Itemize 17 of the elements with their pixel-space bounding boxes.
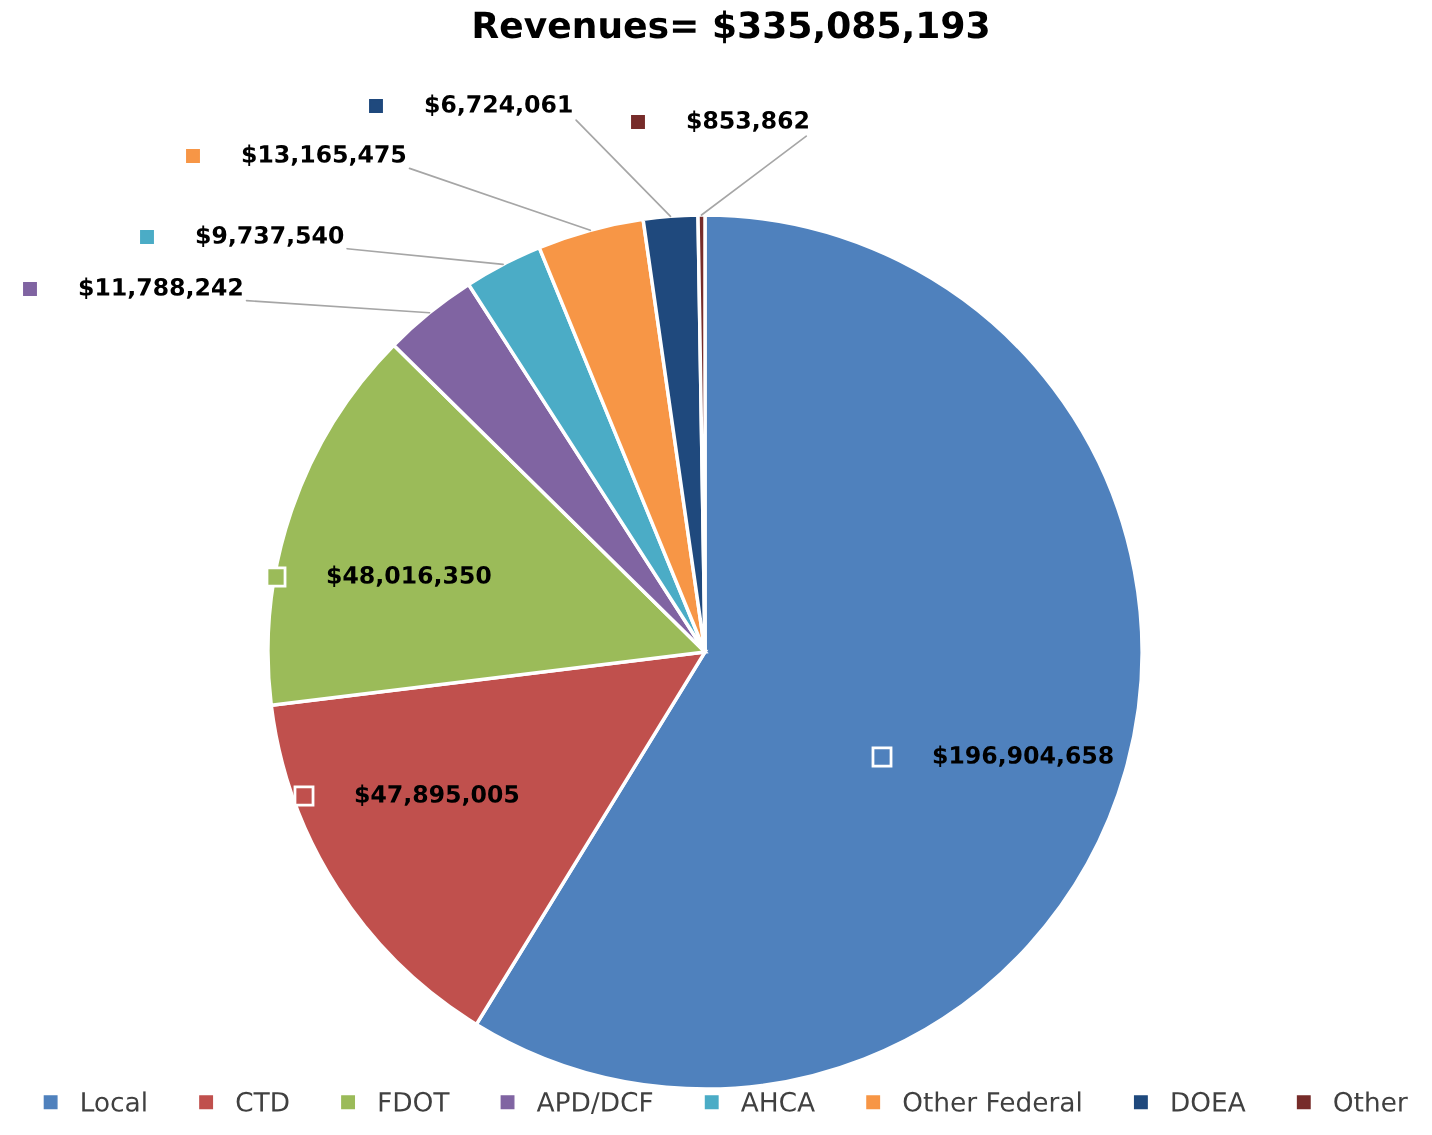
legend-label: Other Federal xyxy=(903,1091,1081,1112)
data-label: $196,904,658 xyxy=(933,745,1113,767)
legend-label: Local xyxy=(82,1091,146,1112)
data-label: $13,165,475 xyxy=(242,144,406,166)
legend-label: Other xyxy=(1334,1091,1408,1112)
legend-label: FDOT xyxy=(379,1091,450,1112)
data-label: $47,895,005 xyxy=(355,784,519,806)
legend-label: CTD xyxy=(236,1091,289,1112)
data-label: $48,016,350 xyxy=(327,565,491,587)
data-label: $6,724,061 xyxy=(425,94,572,116)
legend-label: AHCA xyxy=(740,1091,815,1112)
data-label: $11,788,242 xyxy=(79,277,242,299)
data-label: $853,862 xyxy=(687,110,808,132)
legend-label: APD/DCF xyxy=(536,1091,653,1114)
chart-title: Revenues= $335,085,193 xyxy=(474,10,988,44)
data-label: $9,737,540 xyxy=(196,225,344,247)
legend-label: DOEA xyxy=(1172,1091,1246,1112)
